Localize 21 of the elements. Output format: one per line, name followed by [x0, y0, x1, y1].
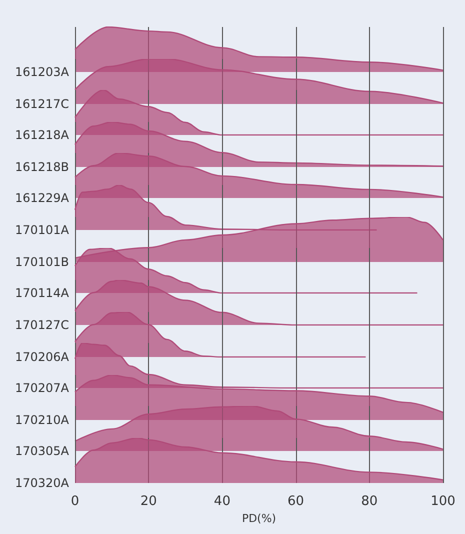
x-tick-label: 60 — [288, 494, 304, 509]
series-label: 161229A — [14, 190, 69, 206]
series-label: 170101B — [14, 254, 69, 270]
series-label: 161203A — [14, 64, 69, 80]
series-label: 170127C — [14, 316, 69, 333]
x-tick-label: 100 — [430, 494, 456, 509]
x-tick-label: 40 — [214, 494, 230, 509]
series-label: 170320A — [14, 475, 69, 491]
series-label: 170305A — [14, 443, 69, 460]
series-label: 170207A — [14, 380, 69, 396]
x-axis-title: PD(%) — [242, 512, 276, 525]
series-label: 161217C — [14, 96, 69, 112]
x-tick-label: 0 — [70, 494, 80, 509]
x-tick-label: 20 — [140, 494, 157, 509]
series-label: 170101A — [14, 222, 69, 238]
series-label: 161218A — [14, 127, 69, 144]
series-label: 161218B — [14, 158, 69, 175]
series-label: 170114A — [14, 285, 69, 302]
series-label: 170206A — [14, 348, 69, 365]
series-label: 170210A — [14, 412, 69, 428]
x-tick-label: 80 — [361, 494, 378, 509]
